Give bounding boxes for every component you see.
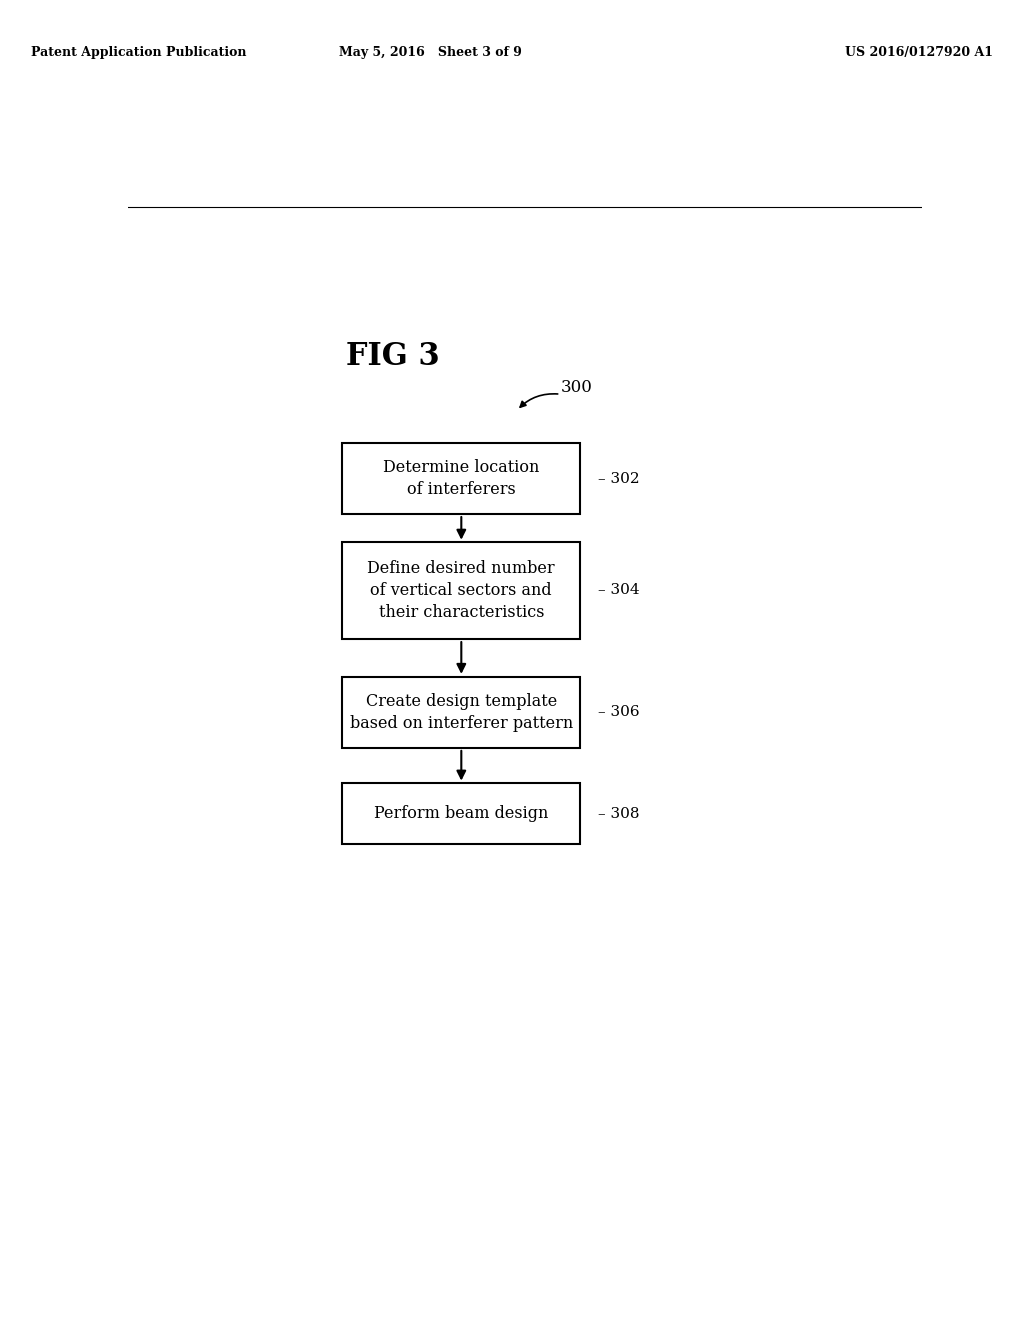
Text: Create design template
based on interferer pattern: Create design template based on interfer…: [349, 693, 573, 731]
Text: FIG 3: FIG 3: [346, 341, 440, 372]
Text: Define desired number
of vertical sectors and
their characteristics: Define desired number of vertical sector…: [368, 560, 555, 622]
Text: – 306: – 306: [598, 705, 639, 719]
Text: – 302: – 302: [598, 471, 639, 486]
FancyBboxPatch shape: [342, 677, 581, 748]
Text: May 5, 2016   Sheet 3 of 9: May 5, 2016 Sheet 3 of 9: [339, 46, 521, 59]
Text: Patent Application Publication: Patent Application Publication: [31, 46, 246, 59]
FancyBboxPatch shape: [342, 543, 581, 639]
Text: 300: 300: [560, 379, 593, 396]
Text: – 304: – 304: [598, 583, 639, 598]
Text: – 308: – 308: [598, 807, 639, 821]
Text: Perform beam design: Perform beam design: [374, 805, 549, 822]
FancyBboxPatch shape: [342, 444, 581, 515]
Text: Determine location
of interferers: Determine location of interferers: [383, 459, 540, 498]
Text: US 2016/0127920 A1: US 2016/0127920 A1: [845, 46, 993, 59]
FancyBboxPatch shape: [342, 784, 581, 845]
